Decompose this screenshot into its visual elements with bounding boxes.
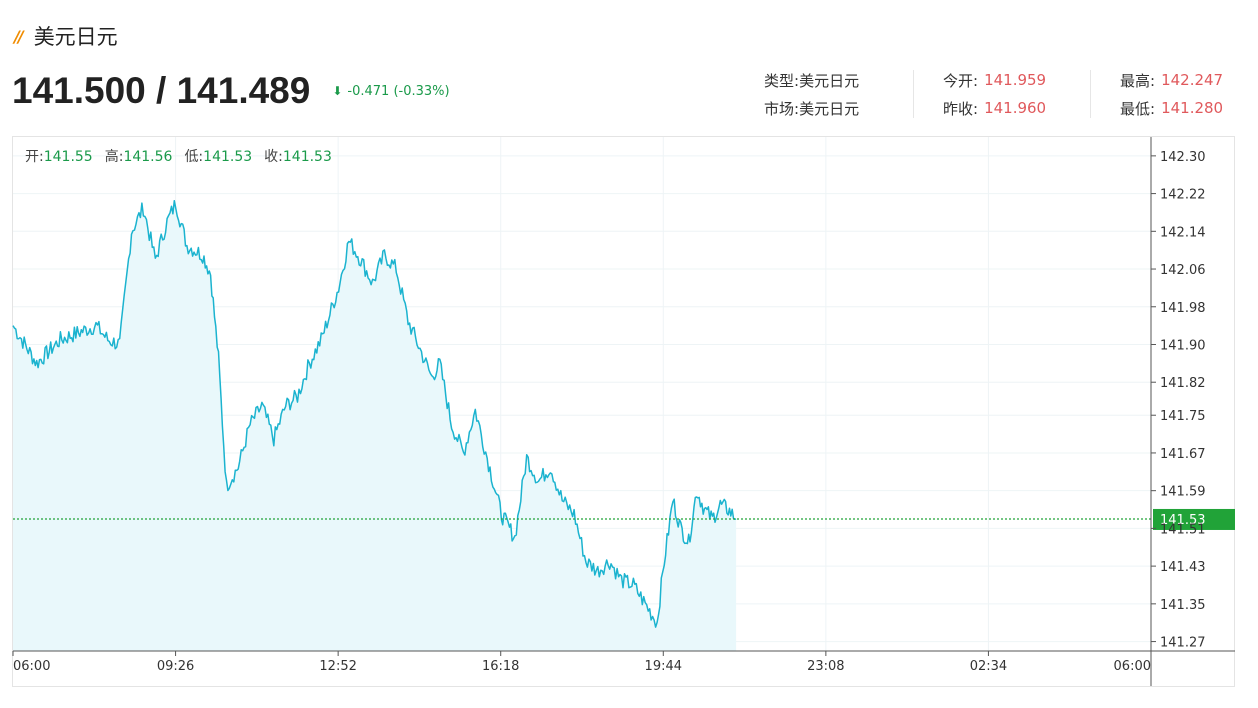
- x-tick-label: 19:44: [645, 659, 682, 674]
- price-area: [12, 199, 737, 651]
- x-tick-label: 23:08: [807, 659, 844, 674]
- x-tick-label: 16:18: [482, 659, 519, 674]
- type-label: 类型:: [764, 71, 800, 90]
- y-tick-label: 141.67: [1160, 447, 1206, 462]
- price-change: ⬇ -0.471 (-0.33%): [332, 84, 449, 99]
- prev-close-label: 昨收:: [943, 99, 979, 118]
- ohlc-close-value: 141.53: [282, 149, 332, 165]
- open-label: 今开:: [943, 71, 979, 90]
- title-row: // 美元日元: [14, 20, 118, 52]
- ohlc-high-label: 高:: [104, 149, 124, 165]
- y-tick-label: 141.51: [1160, 522, 1206, 537]
- x-axis: 06:00 09:26 12:52 16:18 19:44 23:08 02:34 06:00: [12, 650, 1235, 674]
- y-tick-label: 142.14: [1160, 225, 1206, 240]
- x-tick-label: 06:00: [13, 659, 50, 674]
- page-title: 美元日元: [33, 25, 118, 49]
- y-tick-label: 142.06: [1160, 263, 1206, 278]
- ohlc-readout: 开:141.55 高:141.56 低:141.53 收:141.53: [25, 146, 332, 166]
- ohlc-open-value: 141.55: [43, 149, 93, 165]
- y-tick-label: 142.22: [1160, 188, 1206, 203]
- bid-ask-price: 141.500 / 141.489: [12, 70, 311, 111]
- current-price-label: 141.53: [1160, 513, 1206, 528]
- prev-close-value: 141.960: [984, 99, 1047, 117]
- market-value: 美元日元: [799, 99, 860, 118]
- y-tick-label: 141.82: [1160, 376, 1206, 391]
- y-tick-label: 141.35: [1160, 598, 1206, 613]
- arrow-down-icon: ⬇: [332, 84, 343, 98]
- info-high-low: 最高: 142.247 最低: 141.280: [1120, 66, 1223, 122]
- y-tick-label: 141.59: [1160, 485, 1206, 500]
- low-label: 最低:: [1120, 99, 1156, 118]
- divider: [1090, 70, 1091, 118]
- chart-frame: [12, 136, 1235, 687]
- info-type-market: 类型: 美元日元 市场: 美元日元: [764, 66, 859, 122]
- slash-icon: //: [14, 26, 24, 46]
- type-value: 美元日元: [799, 71, 860, 90]
- ohlc-low-label: 低:: [184, 149, 204, 165]
- high-label: 最高:: [1120, 71, 1156, 90]
- ohlc-close-label: 收:: [264, 149, 283, 165]
- price-row: 141.500 / 141.489 ⬇ -0.471 (-0.33%): [12, 70, 450, 112]
- x-tick-label: 12:52: [319, 659, 356, 674]
- current-price-marker: 141.53: [13, 508, 1235, 530]
- divider: [913, 70, 914, 118]
- ohlc-high-value: 141.56: [123, 149, 173, 165]
- ohlc-open-label: 开:: [25, 149, 44, 165]
- market-label: 市场:: [764, 99, 800, 118]
- price-area-fill: [13, 200, 737, 651]
- high-value: 142.247: [1161, 71, 1224, 89]
- y-tick-label: 141.27: [1160, 636, 1206, 651]
- x-tick-label: 06:00: [1114, 659, 1151, 674]
- y-tick-label: 142.30: [1160, 150, 1206, 165]
- low-value: 141.280: [1161, 99, 1224, 117]
- current-price-badge: [1153, 508, 1235, 530]
- y-tick-label: 141.98: [1160, 301, 1206, 316]
- y-tick-label: 141.75: [1160, 409, 1206, 424]
- x-tick-label: 09:26: [157, 659, 194, 674]
- ohlc-low-value: 141.53: [203, 149, 253, 165]
- x-tick-label: 02:34: [970, 659, 1007, 674]
- y-axis: 142.30 142.22 142.14 142.06 141.98 141.90 141.…: [1150, 137, 1206, 686]
- info-open-prev: 今开: 141.959 昨收: 141.960: [943, 66, 1046, 122]
- open-value: 141.959: [984, 71, 1047, 89]
- price-change-value: -0.471 (-0.33%): [347, 83, 450, 99]
- price-line: [12, 199, 737, 628]
- y-tick-label: 141.90: [1160, 338, 1206, 353]
- y-tick-label: 141.43: [1160, 560, 1206, 575]
